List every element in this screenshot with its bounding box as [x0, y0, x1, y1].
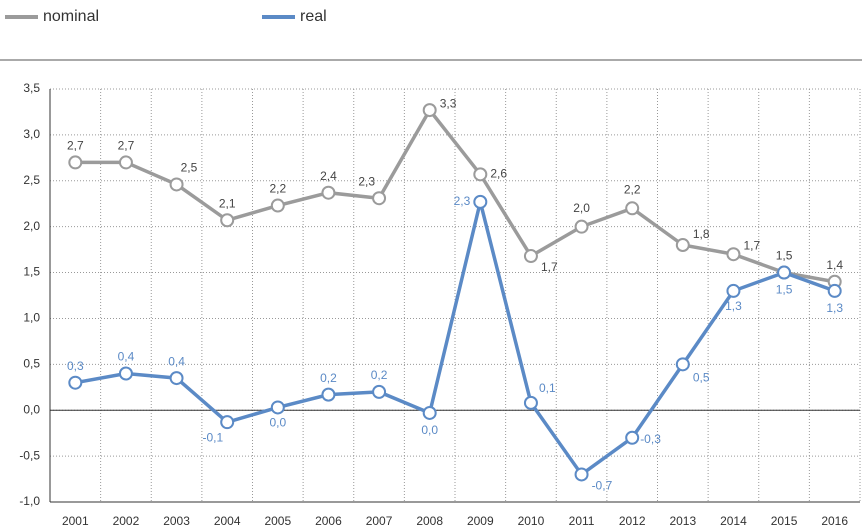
legend-label: nominal [43, 8, 99, 25]
y-tick-label: 3,0 [23, 127, 40, 141]
data-label: -0,1 [203, 430, 224, 444]
point [118, 366, 133, 381]
y-tick-label: 3,5 [23, 81, 40, 95]
x-tick-label: 2011 [569, 514, 595, 528]
point [726, 247, 741, 262]
data-label: 0,4 [168, 354, 185, 368]
point [118, 155, 133, 170]
x-tick-label: 2012 [619, 514, 646, 528]
point [523, 395, 538, 410]
y-tick-label: 2,0 [23, 219, 40, 233]
point [473, 194, 488, 209]
point [675, 357, 690, 372]
data-label: 0,3 [67, 359, 84, 373]
data-label: 1,4 [826, 258, 843, 272]
x-tick-label: 2006 [315, 514, 342, 528]
point [372, 191, 387, 206]
data-label: 0,5 [693, 371, 710, 385]
data-label: 0,2 [371, 368, 388, 382]
data-label: 2,6 [490, 167, 507, 181]
series-line [75, 201, 836, 477]
point [422, 405, 437, 420]
point [473, 167, 488, 182]
data-label: 0,0 [269, 416, 286, 430]
point [321, 185, 336, 200]
point [625, 430, 640, 445]
point [625, 201, 640, 216]
y-tick-label: 1,0 [23, 311, 40, 325]
x-tick-label: 2016 [821, 514, 848, 528]
x-tick-label: 2008 [416, 514, 443, 528]
point [422, 103, 437, 118]
data-label: 1,8 [693, 227, 710, 241]
data-label: 2,2 [624, 182, 641, 196]
point [220, 415, 235, 430]
data-label: 0,0 [421, 423, 438, 437]
data-label: 1,7 [541, 260, 558, 274]
x-tick-label: 2009 [467, 514, 494, 528]
data-label: 0,4 [118, 350, 135, 364]
data-label: 0,2 [320, 371, 337, 385]
legend-label: real [300, 8, 327, 25]
point [777, 265, 792, 280]
data-label: 2,2 [269, 182, 286, 196]
point [726, 283, 741, 298]
data-label: 2,7 [118, 139, 135, 153]
x-tick-label: 2015 [771, 514, 798, 528]
y-tick-label: 0,0 [23, 402, 40, 416]
point [270, 198, 285, 213]
point [675, 238, 690, 253]
point [523, 249, 538, 264]
series-line [75, 106, 835, 284]
data-label: 3,3 [440, 96, 457, 110]
point [321, 387, 336, 402]
point [220, 213, 235, 228]
point [270, 400, 285, 415]
x-tick-label: 2007 [366, 514, 393, 528]
x-tick-label: 2001 [62, 514, 89, 528]
data-label: 2,7 [67, 139, 84, 153]
data-label: 2,0 [573, 201, 590, 215]
point [827, 283, 842, 298]
x-tick-label: 2002 [113, 514, 140, 528]
data-label: 2,3 [358, 174, 375, 188]
data-label: 1,3 [725, 299, 742, 313]
data-label: 1,3 [826, 301, 843, 315]
x-tick-label: 2003 [163, 514, 190, 528]
data-label: 0,1 [539, 381, 556, 395]
y-tick-label: -1,0 [19, 494, 40, 508]
data-label: 2,1 [219, 196, 236, 210]
x-tick-label: 2005 [264, 514, 291, 528]
point [169, 371, 184, 386]
y-tick-label: 2,5 [23, 173, 40, 187]
y-tick-label: -0,5 [19, 448, 40, 462]
data-label: -0,3 [640, 432, 661, 446]
y-tick-label: 1,5 [23, 265, 40, 279]
x-tick-label: 2010 [518, 514, 545, 528]
y-tick-label: 0,5 [23, 357, 40, 371]
data-label: -0,7 [592, 479, 613, 493]
data-label: 2,4 [320, 169, 337, 183]
x-tick-label: 2014 [720, 514, 747, 528]
point [169, 177, 184, 192]
data-label: 1,7 [743, 238, 760, 252]
point [574, 219, 589, 234]
x-tick-label: 2013 [669, 514, 696, 528]
data-label: 2,5 [181, 161, 198, 175]
point [372, 384, 387, 399]
data-label: 1,5 [776, 283, 793, 297]
data-label: 1,5 [776, 249, 793, 263]
data-label: 2,3 [454, 194, 471, 208]
point [68, 155, 83, 170]
point [574, 467, 589, 482]
point [68, 375, 83, 390]
x-tick-label: 2004 [214, 514, 241, 528]
